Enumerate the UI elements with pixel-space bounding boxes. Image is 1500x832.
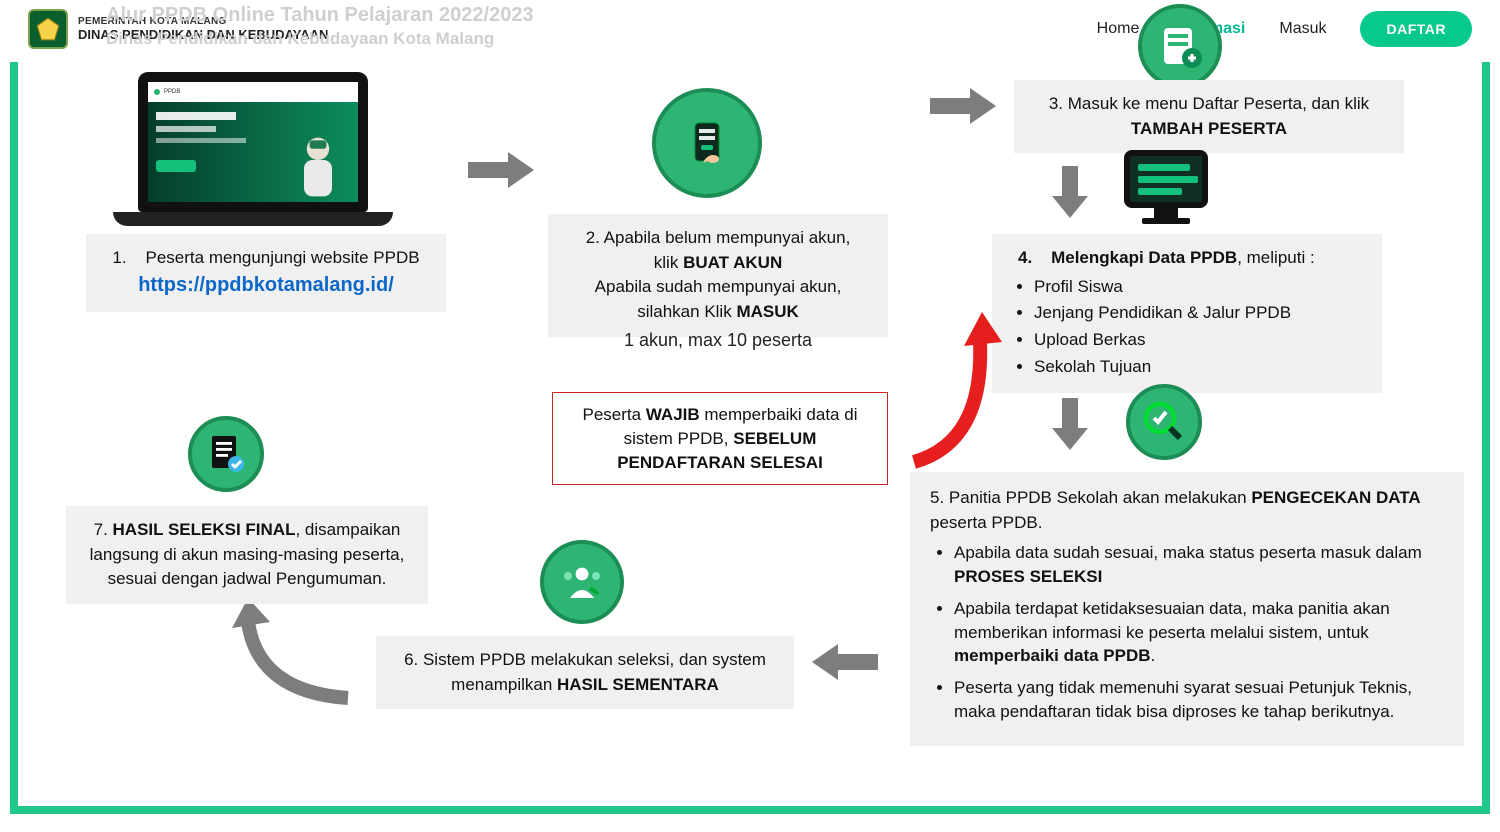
arrow-6-to-7	[218, 592, 358, 712]
step5-b1: Apabila data sudah sesuai, maka status p…	[954, 541, 1444, 589]
step-7-box: 7. HASIL SELEKSI FINAL, disampaikan lang…	[66, 506, 428, 604]
create-account-icon	[652, 88, 762, 198]
step2-l1: 2. Apabila belum mempunyai akun,	[586, 228, 851, 247]
step4-item-3: Sekolah Tujuan	[1034, 355, 1364, 380]
step3-l2: TAMBAH PESERTA	[1131, 119, 1287, 138]
step5-intro-b: PENGECEKAN DATA	[1251, 488, 1420, 507]
laptop-illustration: PPDB	[138, 72, 393, 226]
step4-suffix: , meliputi :	[1237, 248, 1314, 267]
arrow-warning-to-4	[894, 292, 1004, 472]
arrow-2-to-3	[930, 88, 1000, 124]
step6-b: HASIL SEMENTARA	[557, 675, 719, 694]
step-4-box: 4. Melengkapi Data PPDB, meliputi : Prof…	[992, 234, 1382, 393]
step5-b3: Peserta yang tidak memenuhi syarat sesua…	[954, 676, 1444, 724]
nav-masuk[interactable]: Masuk	[1279, 20, 1326, 38]
step4-num: 4.	[1018, 248, 1032, 267]
faded-title-1: Alur PPDB Online Tahun Pelajaran 2022/20…	[106, 4, 534, 27]
step-1-num: 1.	[112, 248, 126, 267]
step-6-box: 6. Sistem PPDB melakukan seleksi, dan sy…	[376, 636, 794, 709]
step-2-caption: 1 akun, max 10 peserta	[598, 330, 838, 351]
nav-home[interactable]: Home	[1097, 20, 1140, 38]
register-top-icon	[1138, 4, 1222, 88]
step-2-box: 2. Apabila belum mempunyai akun, klik BU…	[548, 214, 888, 337]
arrow-4-to-5	[1052, 398, 1088, 454]
step4-item-2: Upload Berkas	[1034, 328, 1364, 353]
warn-pre: Peserta	[583, 405, 646, 424]
step2-l3: Apabila sudah mempunyai akun,	[595, 277, 842, 296]
form-monitor-icon	[1124, 150, 1208, 224]
step2-l2b: BUAT AKUN	[683, 253, 782, 272]
step7-pre: 7.	[94, 520, 113, 539]
step7-b: HASIL SELEKSI FINAL	[113, 520, 296, 539]
warn-b1: WAJIB	[646, 405, 700, 424]
page-faded-title: Alur PPDB Online Tahun Pelajaran 2022/20…	[106, 4, 534, 49]
step2-l4b: MASUK	[736, 302, 798, 321]
step-1-text: Peserta mengunjungi website PPDB	[146, 248, 420, 267]
step4-title: Melengkapi Data PPDB	[1051, 248, 1237, 267]
step4-item-0: Profil Siswa	[1034, 275, 1364, 300]
warning-box: Peserta WAJIB memperbaiki data di sistem…	[552, 392, 888, 485]
step5-intro-pre: 5. Panitia PPDB Sekolah akan melakukan	[930, 488, 1251, 507]
step-5-box: 5. Panitia PPDB Sekolah akan melakukan P…	[910, 472, 1464, 746]
step2-l4a: silahkan Klik	[637, 302, 736, 321]
step-3-box: 3. Masuk ke menu Daftar Peserta, dan kli…	[1014, 80, 1404, 153]
faded-title-2: Dinas Pendidikan dan Kebudayaan Kota Mal…	[106, 29, 534, 49]
selection-icon	[540, 540, 624, 624]
arrow-3-to-4	[1052, 166, 1088, 222]
city-logo-icon	[28, 9, 68, 49]
step5-intro-post: peserta PPDB.	[930, 513, 1042, 532]
step2-l2a: klik	[654, 253, 683, 272]
arrow-5-to-6	[808, 644, 878, 680]
daftar-button[interactable]: DAFTAR	[1360, 11, 1472, 47]
step4-item-1: Jenjang Pendidikan & Jalur PPDB	[1034, 301, 1364, 326]
content-frame: PPDB 1. Peserta mengunjungi website PPDB…	[10, 62, 1490, 814]
step-1-url[interactable]: https://ppdbkotamalang.id/	[138, 274, 394, 296]
step-1-box: 1. Peserta mengunjungi website PPDB http…	[86, 234, 446, 312]
arrow-1-to-2	[468, 152, 538, 188]
step3-l1: 3. Masuk ke menu Daftar Peserta, dan kli…	[1049, 94, 1369, 113]
data-check-icon	[1126, 384, 1202, 460]
final-result-icon	[188, 416, 264, 492]
step5-b2: Apabila terdapat ketidaksesuaian data, m…	[954, 597, 1444, 668]
